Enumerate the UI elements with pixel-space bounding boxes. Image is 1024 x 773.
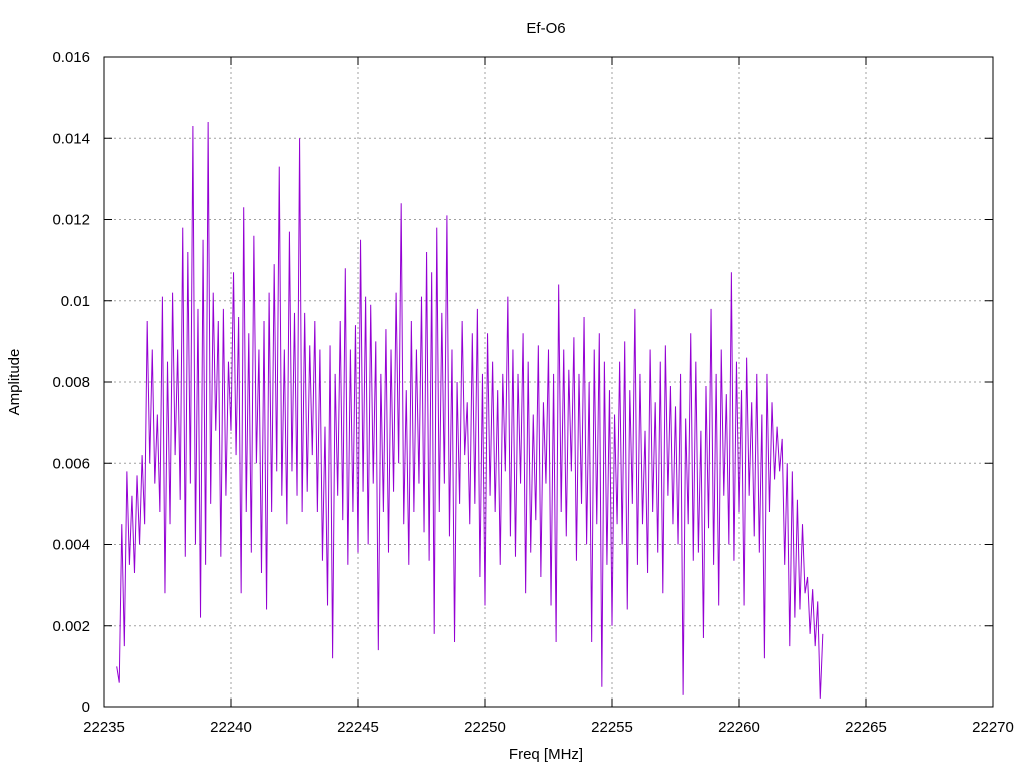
y-tick-label: 0.004 xyxy=(52,537,90,554)
y-tick-label: 0.002 xyxy=(52,618,90,635)
y-tick-label: 0.014 xyxy=(52,130,90,147)
y-tick-label: 0.016 xyxy=(52,49,90,66)
x-tick-label: 22270 xyxy=(972,719,1014,736)
series-layer xyxy=(116,121,824,699)
grid xyxy=(104,57,993,707)
y-axis-label: Amplitude xyxy=(6,349,23,416)
x-tick-label: 22265 xyxy=(845,719,887,736)
chart-title: Ef-O6 xyxy=(526,20,565,37)
x-tick-label: 22240 xyxy=(210,719,252,736)
axis-tick-labels: 22235 22240 22245 22250 22255 22260 22265 22270… xyxy=(52,49,1013,736)
axis-ticks xyxy=(103,56,994,708)
x-tick-label: 22260 xyxy=(718,719,760,736)
y-tick-label: 0.008 xyxy=(52,374,90,391)
x-axis-label: Freq [MHz] xyxy=(509,746,583,763)
y-tick-label: 0.01 xyxy=(61,293,90,310)
x-tick-label: 22250 xyxy=(464,719,506,736)
y-tick-label: 0.012 xyxy=(52,212,90,229)
y-tick-label: 0.006 xyxy=(52,455,90,472)
series-line-0 xyxy=(116,121,824,699)
x-tick-label: 22235 xyxy=(83,719,125,736)
y-tick-label: 0 xyxy=(82,699,90,716)
x-tick-label: 22255 xyxy=(591,719,633,736)
x-tick-label: 22245 xyxy=(337,719,379,736)
